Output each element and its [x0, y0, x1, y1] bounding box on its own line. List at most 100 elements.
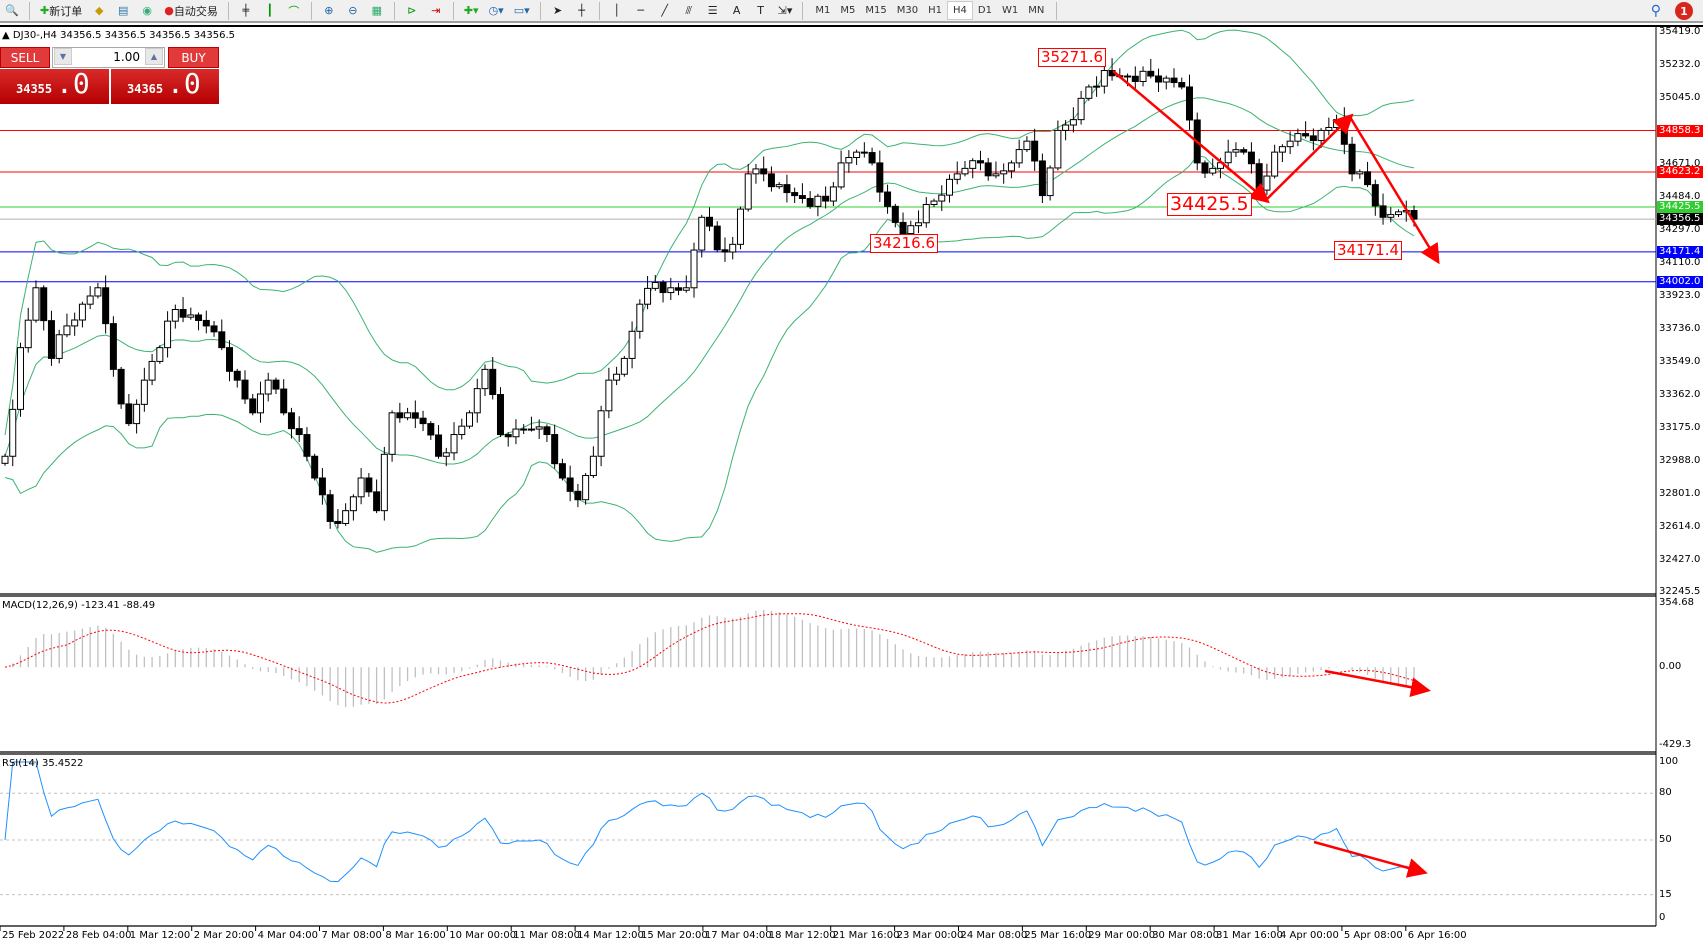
buy-price[interactable]: 34365.0: [111, 67, 219, 104]
candle-bear: [791, 192, 799, 197]
annotation-high[interactable]: 35271.6: [1038, 48, 1107, 67]
new-order-icon: ✚: [40, 4, 50, 17]
indicators-icon[interactable]: ✚▾: [463, 4, 479, 17]
fibonacci-icon[interactable]: ⫻: [685, 3, 692, 17]
timeframe-h1[interactable]: H1: [928, 5, 942, 16]
candle-bull: [164, 320, 172, 349]
candle-bear: [272, 379, 280, 390]
new-order-button[interactable]: ✚ 新订单: [37, 1, 85, 20]
sell-price[interactable]: 34355.0: [0, 67, 109, 104]
candle-bull: [1085, 86, 1093, 99]
candle-bull: [264, 379, 272, 395]
symbol-header: ▲ DJ30-,H4 34356.5 34356.5 34356.5 34356…: [2, 30, 235, 41]
search-icon[interactable]: ⚲: [1650, 3, 1661, 19]
timeframe-mn[interactable]: MN: [1028, 5, 1045, 16]
tile-windows-icon[interactable]: ▦: [371, 4, 383, 17]
candle-bull: [814, 195, 822, 207]
candle-bull: [156, 347, 164, 362]
price-tick: 35045.0: [1659, 91, 1701, 103]
candle-bull: [775, 184, 783, 188]
candle-bear: [210, 325, 218, 333]
candle-bull: [922, 203, 930, 224]
zoom-icon[interactable]: 🔍: [5, 4, 19, 17]
templates-icon[interactable]: ▭▾: [513, 4, 530, 17]
timeframe-m15[interactable]: M15: [865, 5, 887, 16]
zoom-out-icon[interactable]: ⊖: [348, 4, 358, 17]
text-icon[interactable]: A: [732, 4, 741, 17]
rsi-tick: 15: [1659, 888, 1672, 900]
sell-button[interactable]: SELL: [0, 47, 50, 68]
bar-chart-icon[interactable]: ╪: [242, 4, 250, 17]
signals-icon[interactable]: ◉: [142, 4, 153, 17]
market-watch-icon[interactable]: ◆: [94, 4, 104, 17]
candle-bull: [953, 173, 961, 180]
periods-icon[interactable]: ◷▾: [488, 4, 504, 17]
candle-bear: [280, 388, 288, 414]
toolbar-separator: [452, 1, 454, 20]
candle-bear: [326, 494, 334, 522]
lot-increase-button[interactable]: ▲: [145, 48, 163, 65]
toolbar-separator: [227, 1, 229, 20]
timeframe-m30[interactable]: M30: [896, 5, 919, 16]
candle-bear: [899, 221, 907, 235]
lot-size-input[interactable]: 1.00: [52, 47, 165, 68]
timeframe-m5[interactable]: M5: [840, 5, 856, 16]
candle-bear: [675, 287, 683, 291]
timeframe-w1[interactable]: W1: [1001, 5, 1019, 16]
buy-button[interactable]: BUY: [168, 47, 219, 68]
candle-bull: [32, 287, 40, 321]
candle-bull: [1054, 129, 1062, 169]
vertical-line-icon[interactable]: │: [613, 4, 620, 17]
candle-bull: [1263, 175, 1271, 191]
navigator-icon[interactable]: ▤: [118, 4, 129, 17]
candle-bear: [411, 412, 419, 419]
horizontal-line-icon[interactable]: ─: [637, 4, 644, 17]
timeframe-d1[interactable]: D1: [977, 5, 992, 16]
timeframe-h4[interactable]: H4: [946, 1, 973, 20]
price-tick: 33549.0: [1659, 355, 1701, 367]
candle-bear: [504, 434, 512, 438]
candle-bear: [1131, 75, 1139, 82]
crosshair-icon[interactable]: ┼: [578, 4, 585, 17]
candle-bull: [651, 281, 659, 289]
candle-bear: [1302, 133, 1310, 137]
annotation-low-2[interactable]: 34171.4: [1334, 241, 1403, 260]
candle-bear: [435, 434, 443, 457]
candle-bull: [930, 200, 938, 205]
candle-bear: [1185, 86, 1193, 121]
candle-bull: [140, 379, 148, 405]
chart-shift-icon[interactable]: ⊳: [407, 4, 417, 17]
annotation-pivot[interactable]: 34425.5: [1167, 193, 1252, 216]
candle-bull: [1, 455, 9, 464]
fibo-fan-icon[interactable]: ☰: [707, 4, 718, 17]
zoom-in-icon[interactable]: ⊕: [324, 4, 334, 17]
cursor-icon[interactable]: ➤: [553, 4, 563, 17]
collapse-icon[interactable]: ▲: [2, 30, 13, 41]
timeframe-m1[interactable]: M1: [815, 5, 831, 16]
candle-bear: [543, 426, 551, 436]
candle-bear: [117, 368, 125, 405]
time-tick: 29 Mar 00:00: [1088, 930, 1156, 941]
annotation-low-1[interactable]: 34216.6: [870, 234, 939, 253]
notification-badge[interactable]: 1: [1675, 2, 1693, 20]
candle-bull: [1046, 167, 1054, 197]
candle-bull: [24, 319, 32, 349]
line-chart-icon[interactable]: ⌒: [288, 4, 300, 18]
rsi-tick: 50: [1659, 834, 1672, 845]
candle-bull: [9, 408, 17, 457]
candle-bull: [907, 225, 915, 235]
candle-bull: [520, 428, 528, 431]
candle-bear: [489, 368, 497, 396]
candle-bear: [233, 370, 241, 381]
autoscroll-icon[interactable]: ⇥: [431, 4, 441, 17]
lot-decrease-button[interactable]: ▼: [54, 48, 72, 65]
candle-bull: [1395, 211, 1403, 216]
text-label-icon[interactable]: T: [757, 4, 764, 17]
auto-trading-button[interactable]: ● 自动交易: [161, 1, 221, 20]
candle-bull: [992, 173, 1000, 177]
timeframe-bar: M1 M5 M15 M30 H1 H4 D1 W1 MN: [810, 1, 1049, 20]
arrows-icon[interactable]: ⇲▾: [777, 4, 793, 17]
trendline-icon[interactable]: ╱: [661, 4, 668, 17]
candlestick-icon[interactable]: ┃: [266, 4, 274, 17]
